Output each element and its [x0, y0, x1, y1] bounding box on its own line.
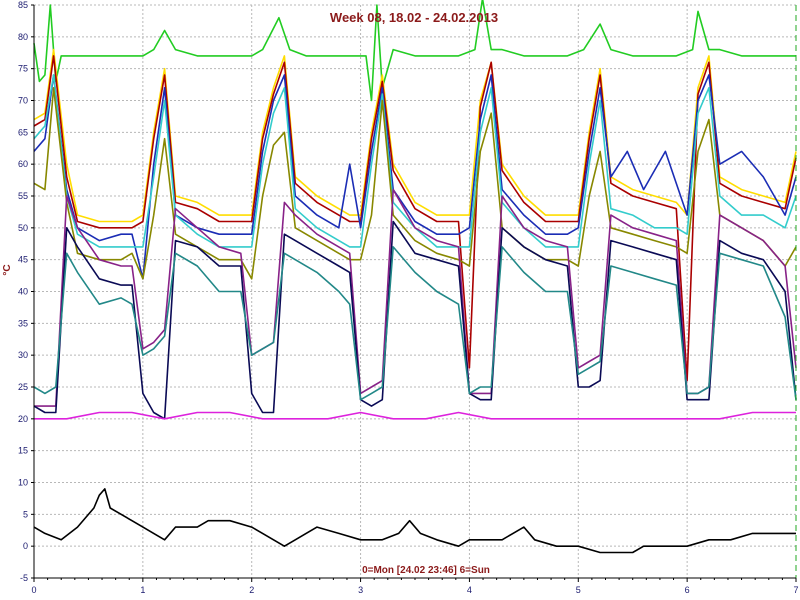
y-tick-label: 45: [18, 255, 28, 265]
y-tick-label: 5: [23, 509, 28, 519]
y-tick-label: 35: [18, 318, 28, 328]
y-tick-label: 50: [18, 223, 28, 233]
x-tick-label: 3: [358, 585, 363, 595]
series-line-11: [33, 488, 796, 554]
series-line-7: [34, 188, 797, 407]
y-tick-label: 15: [18, 446, 28, 456]
series-line-9: [33, 246, 797, 401]
x-tick-label: 2: [249, 585, 254, 595]
y-axis-label: °C: [2, 264, 13, 275]
y-tick-label: 75: [18, 64, 28, 74]
y-tick-label: 20: [18, 414, 28, 424]
x-tick-label: 0: [31, 585, 36, 595]
y-tick-label: 80: [18, 32, 28, 42]
y-tick-label: 85: [18, 0, 28, 10]
y-tick-label: 0: [23, 541, 28, 551]
y-tick-label: 65: [18, 127, 28, 137]
x-tick-label: 7: [793, 585, 798, 595]
series-line-1: [33, 0, 796, 102]
y-tick-label: 55: [18, 191, 28, 201]
chart-caption: 0=Mon [24.02 23:46] 6=Sun: [362, 565, 490, 576]
series-line-5: [33, 74, 797, 248]
y-tick-label: 70: [18, 96, 28, 106]
y-tick-label: 60: [18, 159, 28, 169]
series-group: [33, 0, 797, 554]
x-tick-label: 4: [467, 585, 472, 595]
y-tick-label: 40: [18, 287, 28, 297]
series-line-4: [33, 74, 797, 280]
y-tick-label: 30: [18, 350, 28, 360]
y-tick-label: 10: [18, 478, 28, 488]
chart-title: Week 08, 18.02 - 24.02.2013: [330, 10, 498, 25]
y-tick-label: 25: [18, 382, 28, 392]
series-line-10: [34, 411, 796, 420]
x-tick-label: 6: [685, 585, 690, 595]
axes: [31, 4, 797, 582]
series-line-6: [33, 87, 797, 280]
y-tick-label: -5: [20, 573, 28, 583]
x-tick-label: 1: [140, 585, 145, 595]
series-line-3: [33, 55, 797, 382]
x-tick-label: 5: [576, 585, 581, 595]
